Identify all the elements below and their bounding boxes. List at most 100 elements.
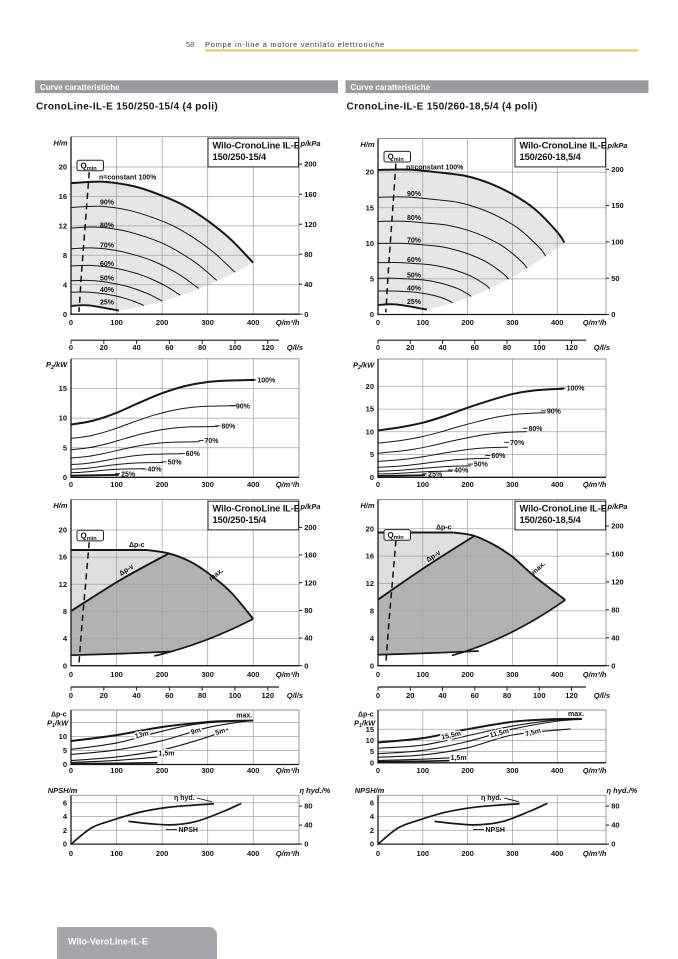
svg-text:100: 100 — [110, 318, 123, 327]
svg-text:5: 5 — [63, 443, 67, 452]
svg-text:Q/m³/h: Q/m³/h — [276, 670, 300, 679]
svg-text:Q/m³/h: Q/m³/h — [583, 670, 607, 679]
svg-text:50%: 50% — [100, 275, 115, 282]
svg-text:20: 20 — [406, 691, 414, 700]
svg-text:25%: 25% — [100, 300, 115, 307]
svg-text:CronoLine-IL-E 150/250-15/4 (4: CronoLine-IL-E 150/250-15/4 (4 poli) — [36, 102, 218, 113]
svg-text:15: 15 — [59, 384, 67, 393]
svg-text:150/250-15/4: 150/250-15/4 — [213, 515, 268, 525]
svg-text:70%: 70% — [100, 243, 115, 250]
svg-text:80%: 80% — [100, 223, 115, 230]
svg-text:100: 100 — [417, 849, 430, 858]
svg-text:80%: 80% — [529, 426, 544, 433]
svg-text:0: 0 — [611, 661, 615, 670]
svg-text:5: 5 — [63, 746, 67, 755]
svg-text:100: 100 — [110, 670, 123, 679]
svg-text:20: 20 — [366, 168, 374, 177]
svg-text:80: 80 — [503, 343, 511, 352]
svg-text:20: 20 — [100, 691, 108, 700]
svg-text:300: 300 — [201, 670, 214, 679]
svg-text:100: 100 — [110, 766, 123, 775]
svg-text:0: 0 — [69, 480, 73, 489]
svg-text:Qmin: Qmin — [388, 531, 405, 541]
svg-text:Δp-c: Δp-c — [358, 711, 374, 718]
svg-text:40: 40 — [611, 821, 619, 830]
svg-text:16: 16 — [366, 552, 374, 561]
svg-text:60%: 60% — [491, 453, 506, 460]
svg-text:0: 0 — [63, 760, 67, 769]
svg-text:0: 0 — [611, 310, 615, 319]
svg-text:NPSH/m: NPSH/m — [48, 786, 78, 795]
svg-text:n=constant 100%: n=constant 100% — [99, 174, 157, 181]
svg-text:200: 200 — [461, 670, 474, 679]
svg-text:50%: 50% — [168, 460, 183, 467]
svg-text:100: 100 — [110, 480, 123, 489]
svg-text:80%: 80% — [407, 215, 422, 222]
svg-text:40: 40 — [438, 343, 446, 352]
svg-text:100: 100 — [417, 318, 430, 327]
svg-text:50: 50 — [611, 274, 619, 283]
svg-text:Q/m³/h: Q/m³/h — [276, 318, 300, 327]
svg-text:100: 100 — [533, 343, 546, 352]
svg-text:H/m: H/m — [360, 140, 375, 149]
svg-text:160: 160 — [304, 551, 317, 560]
svg-text:200: 200 — [304, 160, 317, 169]
svg-text:0: 0 — [370, 310, 374, 319]
svg-text:0: 0 — [370, 661, 374, 670]
svg-text:100%: 100% — [257, 378, 276, 385]
svg-text:0: 0 — [69, 343, 73, 352]
svg-text:0: 0 — [370, 758, 374, 767]
svg-text:100: 100 — [533, 691, 546, 700]
svg-text:58: 58 — [186, 40, 194, 49]
svg-text:60: 60 — [471, 691, 479, 700]
svg-text:0: 0 — [370, 840, 374, 849]
svg-text:400: 400 — [247, 766, 260, 775]
svg-text:0: 0 — [370, 473, 374, 482]
svg-text:16: 16 — [59, 553, 67, 562]
svg-text:40: 40 — [438, 691, 446, 700]
svg-text:6: 6 — [63, 798, 67, 807]
svg-text:10: 10 — [366, 239, 374, 248]
svg-text:200: 200 — [156, 766, 169, 775]
svg-text:0: 0 — [376, 691, 380, 700]
svg-text:4: 4 — [63, 634, 68, 643]
svg-text:200: 200 — [461, 318, 474, 327]
svg-text:300: 300 — [506, 670, 519, 679]
svg-text:Wilo-CronoLine IL-E: Wilo-CronoLine IL-E — [213, 140, 300, 150]
svg-text:20: 20 — [406, 343, 414, 352]
svg-text:12: 12 — [59, 221, 67, 230]
svg-text:H/m: H/m — [360, 501, 375, 510]
svg-text:40%: 40% — [407, 285, 422, 292]
svg-text:20: 20 — [366, 382, 374, 391]
svg-text:400: 400 — [551, 766, 564, 775]
svg-text:400: 400 — [551, 318, 564, 327]
svg-text:0: 0 — [63, 310, 67, 319]
svg-text:Curve caratteristiche: Curve caratteristiche — [40, 83, 120, 92]
svg-text:80: 80 — [304, 606, 312, 615]
svg-text:80: 80 — [611, 802, 619, 811]
svg-text:Qmin: Qmin — [81, 161, 98, 171]
svg-text:60%: 60% — [186, 451, 201, 458]
svg-text:0: 0 — [69, 849, 73, 858]
svg-text:200: 200 — [156, 670, 169, 679]
svg-text:8: 8 — [370, 607, 374, 616]
svg-text:Wilo-CronoLine IL-E: Wilo-CronoLine IL-E — [520, 503, 607, 513]
svg-text:4: 4 — [370, 634, 375, 643]
svg-text:200: 200 — [461, 849, 474, 858]
svg-text:Qmin: Qmin — [81, 532, 98, 542]
svg-text:n=constant 100%: n=constant 100% — [406, 164, 464, 171]
svg-text:40%: 40% — [148, 467, 163, 474]
svg-text:8: 8 — [63, 607, 67, 616]
svg-text:1,5m: 1,5m — [451, 755, 467, 762]
svg-text:0: 0 — [304, 661, 308, 670]
svg-text:10: 10 — [59, 732, 67, 741]
svg-text:Q/m³/h: Q/m³/h — [583, 766, 607, 775]
svg-text:4: 4 — [63, 280, 68, 289]
svg-text:300: 300 — [201, 849, 214, 858]
svg-text:120: 120 — [262, 691, 275, 700]
svg-text:0: 0 — [611, 840, 615, 849]
svg-text:50%: 50% — [407, 272, 422, 279]
svg-text:120: 120 — [304, 220, 317, 229]
svg-text:100: 100 — [611, 238, 624, 247]
svg-text:20: 20 — [366, 524, 374, 533]
